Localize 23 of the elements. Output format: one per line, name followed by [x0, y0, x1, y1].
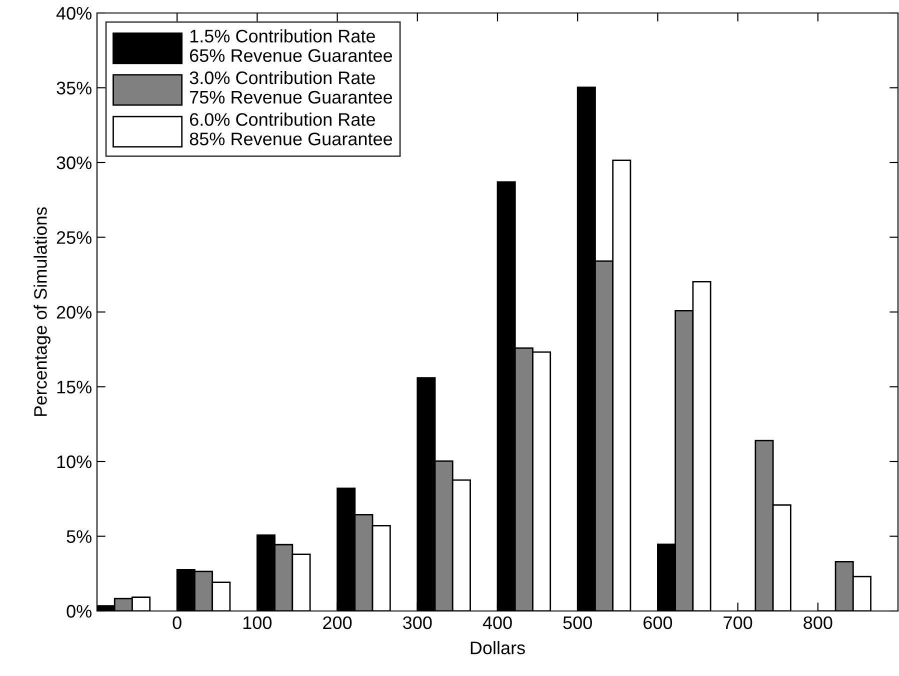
x-tick-label: 0: [172, 616, 182, 630]
legend-label: 6.0% Contribution Rate 85% Revenue Guarantee: [190, 112, 392, 146]
x-tick-label: 600: [644, 616, 672, 630]
y-tick-label: 20%: [56, 306, 92, 319]
x-tick-label: 700: [724, 616, 752, 630]
y-tick-label: 40%: [56, 6, 92, 20]
x-tick-label: 300: [403, 616, 432, 630]
x-tick-label: 100: [244, 616, 272, 630]
legend-label: 1.5% Contribution Rate 65% Revenue Guarantee: [190, 29, 392, 62]
y-tick-label: 10%: [57, 455, 92, 468]
y-tick-label: 0%: [66, 604, 92, 618]
x-tick-label: 200: [323, 616, 352, 630]
legend-label: 3.0% Contribution Rate 75% Revenue Guarantee: [190, 70, 392, 104]
y-tick-label: 25%: [56, 231, 92, 244]
y-tick-label: 30%: [56, 156, 92, 170]
y-axis-title: Percentage of Simulations: [34, 207, 50, 416]
x-tick-label: 800: [804, 616, 832, 630]
x-axis-title: Dollars: [470, 641, 525, 654]
x-tick-label: 400: [482, 616, 512, 630]
x-tick-label: 500: [563, 616, 592, 630]
y-tick-label: 35%: [56, 82, 92, 94]
y-tick-label: 5%: [66, 530, 92, 543]
y-tick-label: 15%: [57, 380, 92, 394]
